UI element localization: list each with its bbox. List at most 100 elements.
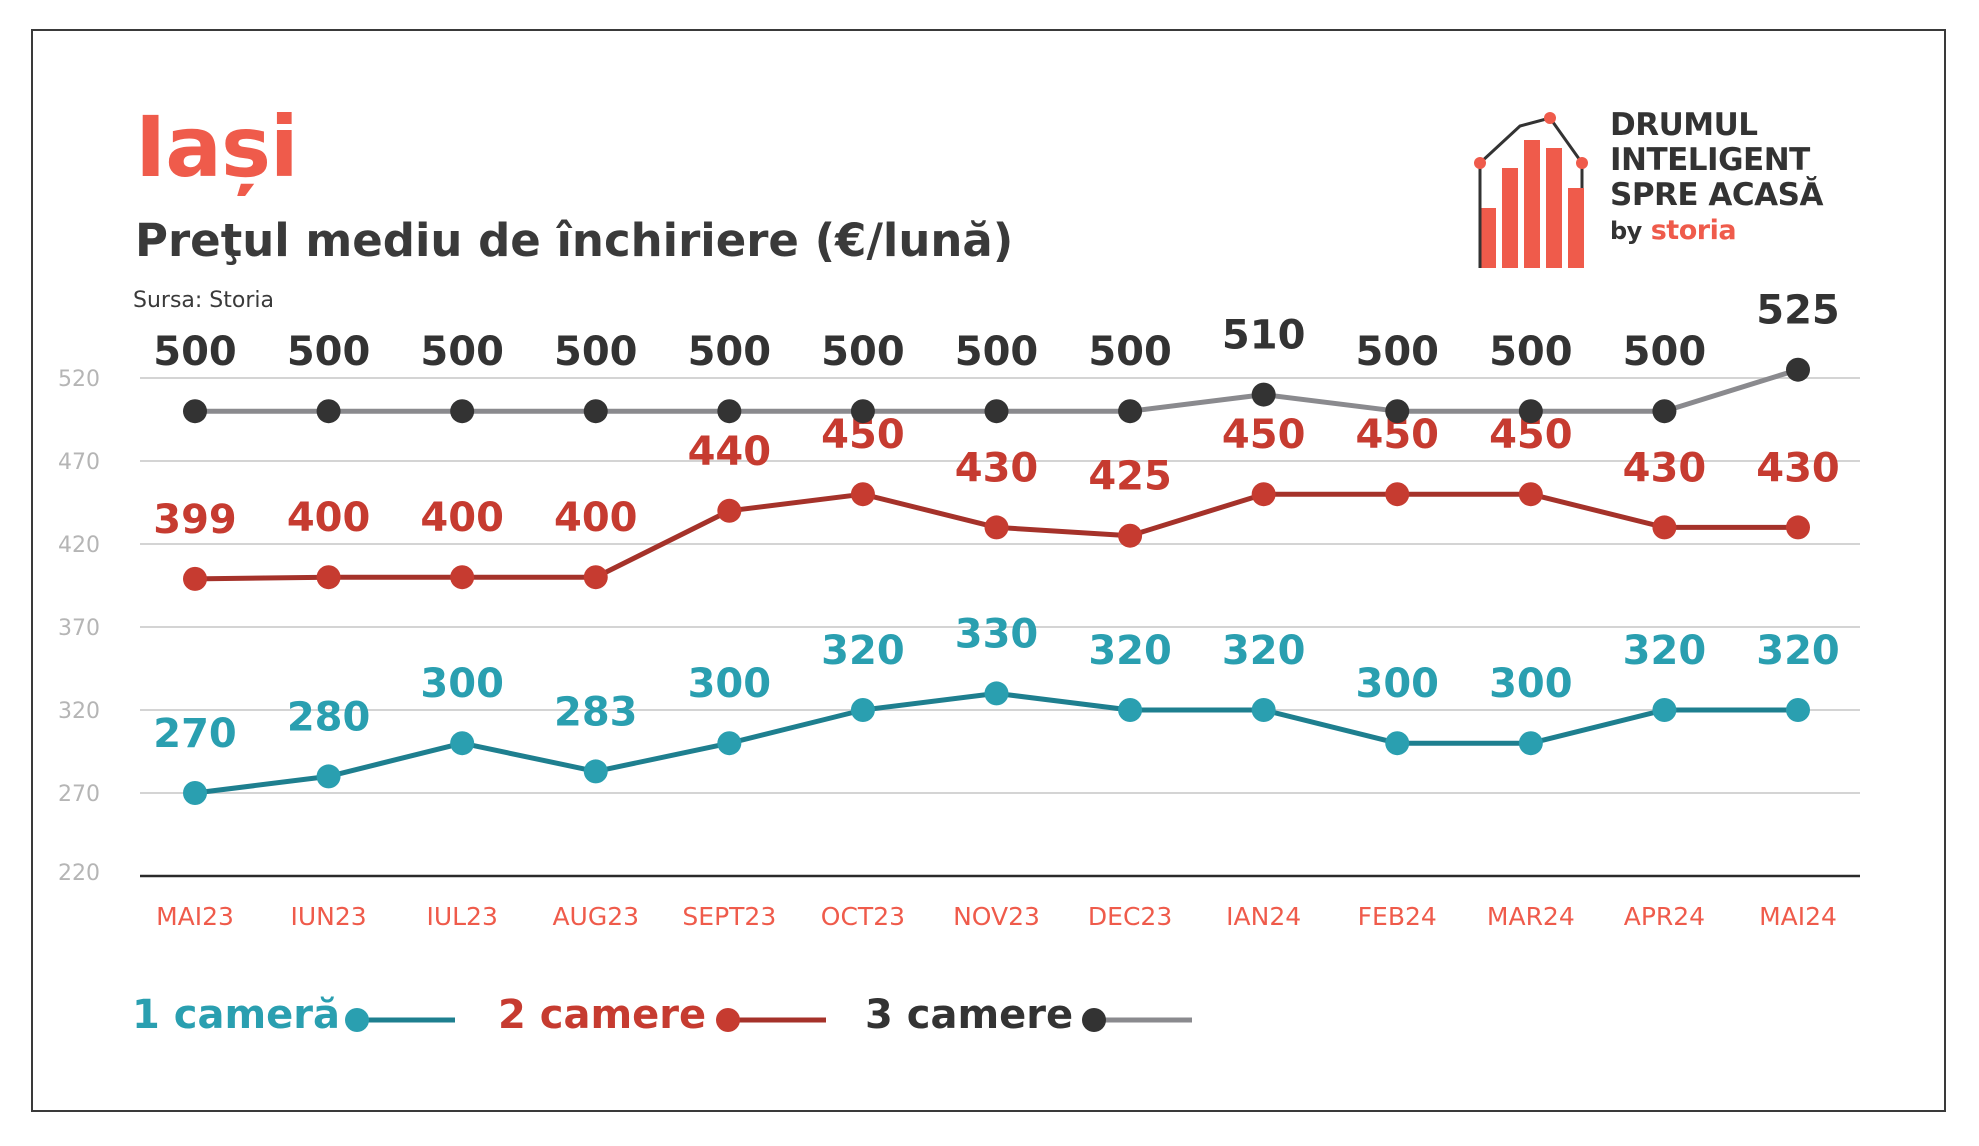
data-point: [316, 399, 341, 424]
x-tick-label: AUG23: [552, 902, 639, 931]
x-tick-label: DEC23: [1088, 902, 1172, 931]
source-note: Sursa: Storia: [133, 288, 274, 313]
data-point: [316, 764, 341, 789]
data-label: 320: [1222, 628, 1306, 674]
data-point: [717, 731, 742, 756]
logo-byline: by storia: [1610, 213, 1823, 249]
data-point: [183, 399, 207, 424]
data-label: 283: [554, 689, 638, 735]
data-label: 430: [1623, 445, 1707, 491]
logo-line-1: DRUMUL: [1610, 107, 1758, 143]
data-point: [1118, 698, 1143, 722]
data-point: [1518, 731, 1543, 756]
x-tick-label: APR24: [1624, 902, 1705, 931]
y-tick-label: 470: [58, 450, 100, 475]
y-tick-label: 370: [58, 616, 100, 641]
logo-wordmark: DRUMUL INTELIGENT SPRE ACASĂ by storia: [1610, 108, 1823, 249]
data-label: 500: [554, 329, 638, 375]
data-label: 320: [1623, 628, 1707, 674]
y-tick-label: 420: [58, 533, 100, 558]
x-tick-label: OCT23: [821, 902, 905, 931]
x-tick-label: MAI23: [156, 902, 234, 931]
data-label: 399: [153, 497, 237, 543]
data-point: [1786, 357, 1810, 382]
chart-subtitle: Preţul mediu de închiriere (€/lună): [135, 214, 1014, 267]
data-point: [1652, 515, 1677, 540]
x-tick-label: IAN24: [1226, 902, 1301, 931]
data-label: 400: [554, 495, 638, 541]
data-label: 320: [1088, 628, 1172, 674]
x-tick-label: MAI24: [1759, 902, 1837, 931]
data-label: 500: [153, 329, 237, 375]
y-tick-label: 220: [58, 861, 100, 886]
data-point: [1518, 399, 1543, 424]
data-label: 430: [1756, 445, 1840, 491]
data-point: [850, 698, 875, 722]
data-point: [1251, 698, 1276, 722]
data-point: [850, 482, 875, 507]
legend-marker-1: [345, 1008, 369, 1032]
series-line-1: [194, 690, 1798, 796]
data-point: [1518, 482, 1543, 507]
x-tick-label: IUL23: [426, 902, 497, 931]
data-point: [1652, 399, 1677, 424]
logo-line-3: SPRE ACASĂ: [1610, 177, 1823, 213]
data-label: 500: [955, 329, 1039, 375]
legend-label-1-camera: 1 cameră: [132, 992, 340, 1038]
data-point: [1652, 698, 1677, 722]
data-label: 440: [688, 429, 772, 475]
data-label: 400: [420, 495, 504, 541]
x-tick-label: MAR24: [1487, 902, 1575, 931]
data-label: 500: [688, 329, 772, 375]
data-point: [1251, 482, 1276, 507]
data-point: [450, 731, 475, 756]
data-label: 430: [955, 445, 1039, 491]
storia-logo-icon: [1474, 112, 1588, 268]
city-title: Iași: [135, 98, 299, 196]
y-tick-label: 320: [58, 699, 100, 724]
x-tick-label: FEB24: [1358, 902, 1437, 931]
legend-label-3-camere: 3 camere: [865, 992, 1074, 1038]
data-label: 300: [1356, 661, 1440, 707]
data-point: [984, 399, 1009, 424]
y-tick-label: 520: [58, 367, 100, 392]
data-point: [1118, 399, 1143, 424]
data-point: [183, 781, 207, 805]
x-tick-label: SEPT23: [682, 902, 776, 931]
data-label: 500: [1623, 329, 1707, 375]
data-point: [1385, 731, 1410, 756]
y-tick-label: 270: [58, 782, 100, 807]
data-point: [1385, 482, 1410, 507]
data-point: [1786, 698, 1810, 722]
data-label: 500: [420, 329, 504, 375]
data-point: [850, 399, 875, 424]
data-label: 280: [287, 694, 371, 740]
data-point: [583, 759, 608, 784]
data-label: 500: [821, 329, 905, 375]
logo-line-2: INTELIGENT: [1610, 142, 1810, 178]
data-label: 425: [1088, 454, 1172, 500]
data-point: [984, 681, 1009, 706]
data-label: 500: [1088, 329, 1172, 375]
data-point: [450, 565, 475, 590]
data-point: [583, 399, 608, 424]
logo-by: by: [1610, 217, 1642, 245]
data-label: 500: [287, 329, 371, 375]
data-label: 330: [955, 611, 1039, 657]
data-label: 450: [1222, 412, 1306, 458]
data-label: 510: [1222, 313, 1306, 359]
data-point: [1385, 399, 1410, 424]
data-point: [1786, 515, 1810, 540]
data-point: [984, 515, 1009, 540]
data-label: 300: [420, 661, 504, 707]
data-point: [316, 565, 341, 590]
data-point: [1118, 523, 1143, 548]
legend-marker-3: [1082, 1008, 1106, 1032]
legend: 1 cameră 2 camere 3 camere: [0, 990, 1979, 1050]
data-point: [183, 566, 207, 591]
data-label: 500: [1356, 329, 1440, 375]
data-label: 400: [287, 495, 371, 541]
data-label: 500: [1489, 329, 1573, 375]
x-tick-label: NOV23: [953, 902, 1040, 931]
